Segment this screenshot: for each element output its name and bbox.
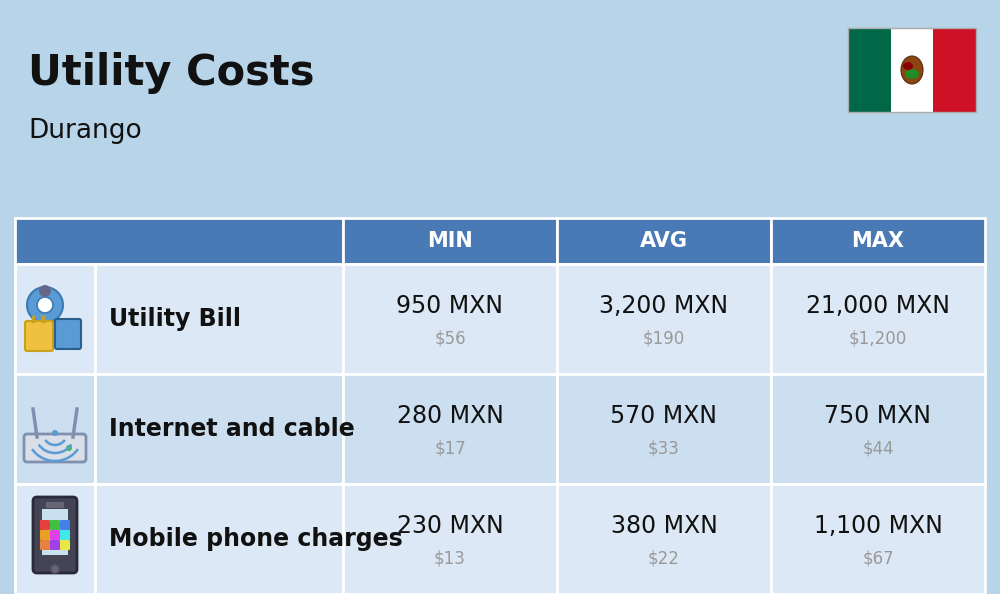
FancyBboxPatch shape — [55, 319, 81, 349]
FancyBboxPatch shape — [50, 530, 60, 540]
Text: Internet and cable: Internet and cable — [109, 417, 355, 441]
Bar — [771, 484, 985, 594]
Bar — [343, 218, 557, 264]
Bar — [95, 484, 343, 594]
Text: 950 MXN: 950 MXN — [396, 294, 504, 318]
Text: 3,200 MXN: 3,200 MXN — [599, 294, 729, 318]
Bar — [15, 374, 95, 484]
Text: Mobile phone charges: Mobile phone charges — [109, 527, 403, 551]
Text: 230 MXN: 230 MXN — [397, 514, 503, 538]
FancyBboxPatch shape — [60, 530, 70, 540]
Text: $17: $17 — [434, 440, 466, 458]
Bar — [557, 264, 771, 374]
Text: 280 MXN: 280 MXN — [397, 404, 503, 428]
Bar — [15, 264, 95, 374]
Bar — [557, 484, 771, 594]
Bar — [848, 28, 891, 112]
Text: $44: $44 — [862, 440, 894, 458]
FancyBboxPatch shape — [25, 321, 53, 351]
FancyBboxPatch shape — [50, 520, 60, 530]
Bar — [42, 509, 68, 555]
FancyBboxPatch shape — [40, 520, 50, 530]
FancyBboxPatch shape — [60, 520, 70, 530]
Bar — [15, 484, 95, 594]
Text: AVG: AVG — [640, 231, 688, 251]
Circle shape — [52, 430, 58, 436]
Text: 1,100 MXN: 1,100 MXN — [814, 514, 942, 538]
Text: Durango: Durango — [28, 118, 142, 144]
Circle shape — [27, 287, 63, 323]
Text: $33: $33 — [648, 440, 680, 458]
Text: MAX: MAX — [852, 231, 904, 251]
FancyBboxPatch shape — [46, 502, 64, 508]
Text: 21,000 MXN: 21,000 MXN — [806, 294, 950, 318]
Text: $1,200: $1,200 — [849, 330, 907, 348]
Text: 570 MXN: 570 MXN — [610, 404, 718, 428]
Circle shape — [66, 445, 72, 451]
Bar — [557, 374, 771, 484]
Circle shape — [37, 297, 53, 313]
FancyBboxPatch shape — [60, 540, 70, 550]
Bar — [15, 218, 343, 264]
FancyBboxPatch shape — [40, 530, 50, 540]
Bar — [771, 374, 985, 484]
Text: $190: $190 — [643, 330, 685, 348]
Bar — [771, 264, 985, 374]
Bar — [95, 264, 343, 374]
Bar — [891, 28, 933, 112]
Text: $56: $56 — [434, 330, 466, 348]
Ellipse shape — [905, 69, 919, 79]
Ellipse shape — [901, 56, 923, 84]
Circle shape — [51, 565, 59, 573]
FancyBboxPatch shape — [33, 497, 77, 573]
Bar — [343, 374, 557, 484]
Ellipse shape — [903, 62, 913, 70]
Text: $22: $22 — [648, 550, 680, 568]
Bar — [933, 28, 976, 112]
Text: $67: $67 — [862, 550, 894, 568]
Text: Utility Costs: Utility Costs — [28, 52, 314, 94]
Text: 380 MXN: 380 MXN — [611, 514, 717, 538]
Bar — [343, 264, 557, 374]
Bar — [343, 484, 557, 594]
Text: $13: $13 — [434, 550, 466, 568]
FancyBboxPatch shape — [24, 434, 86, 462]
Bar — [557, 218, 771, 264]
FancyBboxPatch shape — [50, 540, 60, 550]
Circle shape — [39, 285, 51, 297]
Text: 750 MXN: 750 MXN — [824, 404, 932, 428]
Bar — [95, 374, 343, 484]
Text: MIN: MIN — [427, 231, 473, 251]
Bar — [848, 28, 976, 112]
Text: Utility Bill: Utility Bill — [109, 307, 241, 331]
Bar — [771, 218, 985, 264]
FancyBboxPatch shape — [40, 540, 50, 550]
